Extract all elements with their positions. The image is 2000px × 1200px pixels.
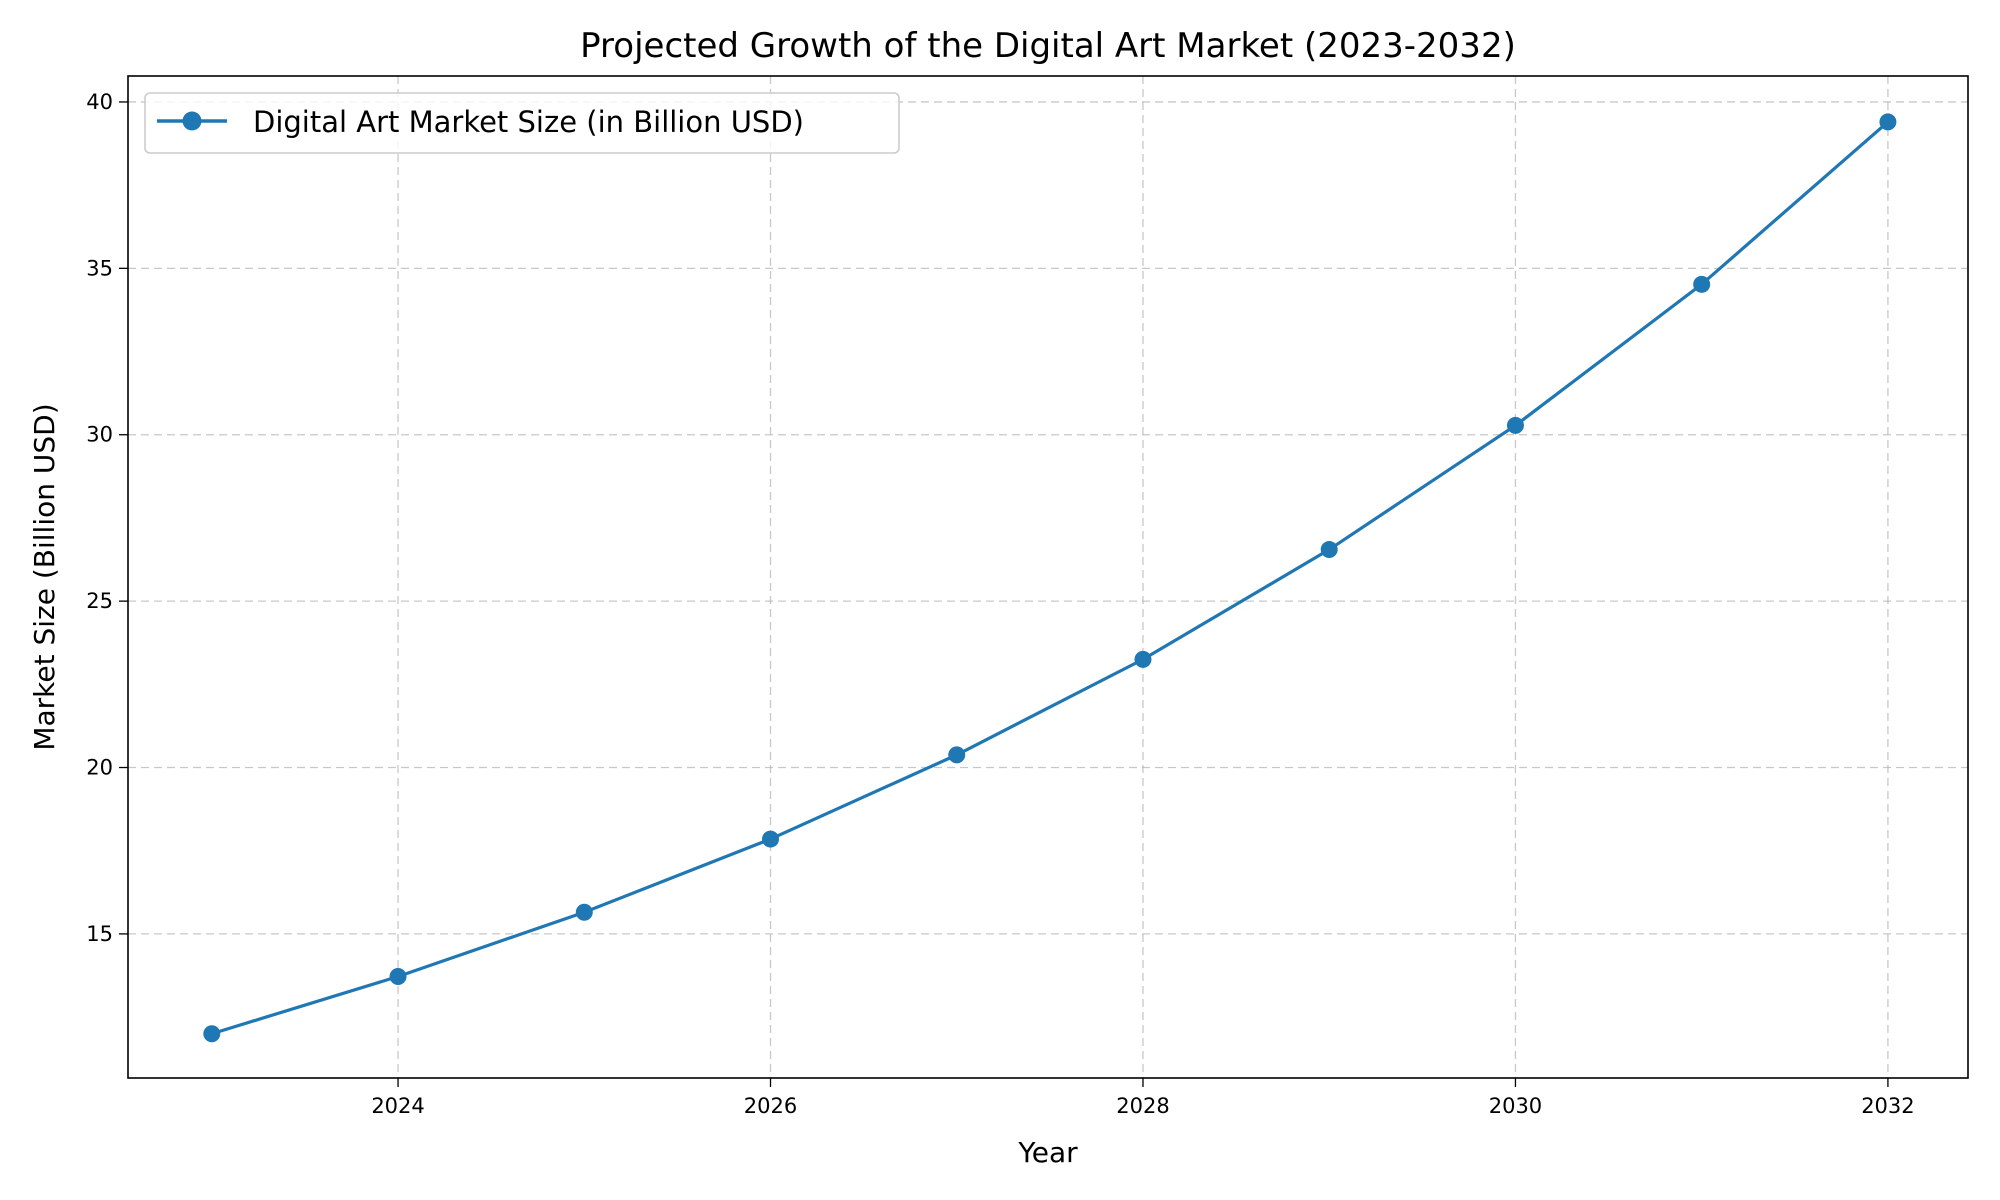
data-point-2030 xyxy=(1506,416,1524,434)
data-point-2031 xyxy=(1693,275,1711,293)
x-tick-label: 2024 xyxy=(371,1094,424,1118)
ticks: 2024 2026 2028 2030 2032 15 20 25 30 35 40 xyxy=(86,90,1914,1118)
y-tick-label: 35 xyxy=(86,256,113,280)
data-point-2029 xyxy=(1320,541,1338,559)
legend-label: Digital Art Market Size (in Billion USD) xyxy=(253,105,804,139)
y-tick-label: 20 xyxy=(86,756,113,780)
data-point-2025 xyxy=(575,903,593,921)
y-tick-label: 25 xyxy=(86,589,113,613)
plot-frame xyxy=(127,75,1969,1079)
data-point-2024 xyxy=(389,968,407,986)
data-point-2028 xyxy=(1134,650,1152,668)
series-line xyxy=(211,120,1889,1036)
x-tick-label: 2028 xyxy=(1116,1094,1169,1118)
x-tick-label: 2032 xyxy=(1861,1094,1914,1118)
legend-frame xyxy=(144,92,900,154)
series xyxy=(203,113,1897,1043)
chart-title: Projected Growth of the Digital Art Mark… xyxy=(580,26,1516,66)
y-axis-label: Market Size (Billion USD) xyxy=(28,403,61,750)
y-tick-label: 40 xyxy=(86,90,113,114)
legend-marker xyxy=(182,111,202,131)
legend: Digital Art Market Size (in Billion USD) xyxy=(144,92,900,154)
y-tick-label: 30 xyxy=(86,423,113,447)
x-tick-label: 2026 xyxy=(744,1094,797,1118)
data-point-2027 xyxy=(948,746,966,764)
data-point-2023 xyxy=(203,1025,221,1043)
x-axis-label: Year xyxy=(1017,1136,1078,1169)
x-tick-label: 2030 xyxy=(1489,1094,1542,1118)
data-point-2032 xyxy=(1879,113,1897,131)
data-point-2026 xyxy=(762,830,780,848)
y-tick-label: 15 xyxy=(86,922,113,946)
grid xyxy=(128,76,1968,1078)
